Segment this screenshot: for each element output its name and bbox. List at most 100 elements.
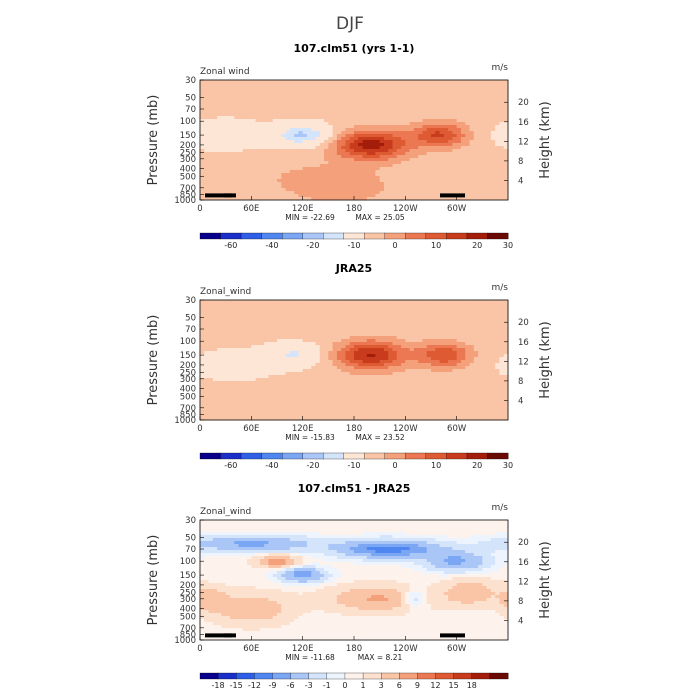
heatmap-cell <box>302 98 308 102</box>
heatmap-cell <box>328 318 334 322</box>
heatmap-cell <box>456 339 462 343</box>
heatmap-cell <box>349 327 355 331</box>
heatmap-cell <box>383 309 389 313</box>
heatmap-cell <box>486 197 492 201</box>
heatmap-cell <box>289 137 295 141</box>
heatmap-cell <box>242 98 248 102</box>
heatmap-cell <box>200 161 205 165</box>
heatmap-cell <box>324 137 329 141</box>
heatmap-cell <box>499 381 505 385</box>
heatmap-cell <box>328 179 334 183</box>
heatmap-cell <box>366 366 372 370</box>
heatmap-cell <box>413 89 419 93</box>
heatmap-cell <box>362 351 368 355</box>
heatmap-cell <box>392 131 398 135</box>
heatmap-cell <box>443 185 449 189</box>
heatmap-cell <box>234 324 239 328</box>
heatmap-cell <box>259 330 265 334</box>
heatmap-cell <box>495 122 500 126</box>
heatmap-cell <box>259 158 265 162</box>
heatmap-cell <box>473 351 479 355</box>
heatmap-cell <box>375 342 381 346</box>
heatmap-cell <box>435 330 440 334</box>
heatmap-cell <box>268 372 274 376</box>
heatmap-cell <box>229 110 235 114</box>
heatmap-cell <box>289 92 295 96</box>
heatmap-cell <box>443 381 449 385</box>
heatmap-cell <box>272 333 278 337</box>
heatmap-cell <box>247 339 252 343</box>
heatmap-cell <box>234 176 239 180</box>
heatmap-cell <box>255 378 261 382</box>
heatmap-cell <box>302 164 308 168</box>
heatmap-cell <box>456 363 462 367</box>
heatmap-cell <box>332 378 338 382</box>
heatmap-cell <box>486 312 492 316</box>
heatmap-cell <box>311 348 316 352</box>
heatmap-cell <box>200 104 205 108</box>
heatmap-cell <box>315 179 321 183</box>
heatmap-cell <box>217 146 222 150</box>
heatmap-cell <box>405 83 411 87</box>
heatmap-cell <box>460 336 466 340</box>
heatmap-cell <box>311 191 316 195</box>
heatmap-cell <box>435 324 440 328</box>
heatmap-cell <box>345 348 351 352</box>
heatmap-cell <box>277 351 282 355</box>
heatmap-cell <box>332 80 338 84</box>
heatmap-cell <box>259 309 265 313</box>
heatmap-cell <box>499 197 505 201</box>
heatmap-cell <box>392 92 398 96</box>
heatmap-cell <box>354 83 359 87</box>
heatmap-cell <box>490 86 496 90</box>
heatmap-cell <box>495 83 500 87</box>
heatmap-cell <box>469 185 475 189</box>
heatmap-cell <box>375 170 381 174</box>
heatmap-cell <box>204 179 209 183</box>
heatmap-cell <box>200 152 205 156</box>
heatmap-cell <box>388 167 393 171</box>
heatmap-cell <box>259 336 265 340</box>
heatmap-cell <box>294 197 299 201</box>
heatmap-cell <box>413 191 419 195</box>
heatmap-cell <box>379 167 385 171</box>
heatmap-cell <box>217 321 222 325</box>
heatmap-cell <box>328 182 334 186</box>
heatmap-cell <box>413 110 419 114</box>
heatmap-cell <box>443 191 449 195</box>
heatmap-cell <box>456 173 462 177</box>
heatmap-cell <box>341 381 346 385</box>
heatmap-cell <box>349 324 355 328</box>
heatmap-cell <box>225 342 231 346</box>
heatmap-cell <box>371 375 376 379</box>
heatmap-cell <box>452 357 458 361</box>
heatmap-cell <box>200 113 205 117</box>
heatmap-cell <box>396 137 402 141</box>
heatmap-cell <box>405 339 411 343</box>
lon-tick-label: 120E <box>292 204 314 214</box>
heatmap-cell <box>311 375 316 379</box>
heatmap-cell <box>452 86 458 90</box>
heatmap-cell <box>200 134 205 138</box>
heatmap-cell <box>264 104 269 108</box>
heatmap-cell <box>324 191 329 195</box>
heatmap-cell <box>259 351 265 355</box>
heatmap-cell <box>242 384 248 388</box>
heatmap-cell <box>242 378 248 382</box>
heatmap-cell <box>443 164 449 168</box>
heatmap-cell <box>486 309 492 313</box>
heatmap-cell <box>345 167 351 171</box>
heatmap-cell <box>482 119 488 123</box>
heatmap-cell <box>272 345 278 349</box>
heatmap-cell <box>319 179 325 183</box>
heatmap-cell <box>443 372 449 376</box>
heatmap-cell <box>208 107 214 111</box>
heatmap-cell <box>212 327 218 331</box>
heatmap-cell <box>443 107 449 111</box>
heatmap-cell <box>366 381 372 385</box>
heatmap-cell <box>401 182 406 186</box>
heatmap-cell <box>431 354 436 358</box>
heatmap-cell <box>259 324 265 328</box>
heatmap-cell <box>354 372 359 376</box>
heatmap-cell <box>306 164 312 168</box>
